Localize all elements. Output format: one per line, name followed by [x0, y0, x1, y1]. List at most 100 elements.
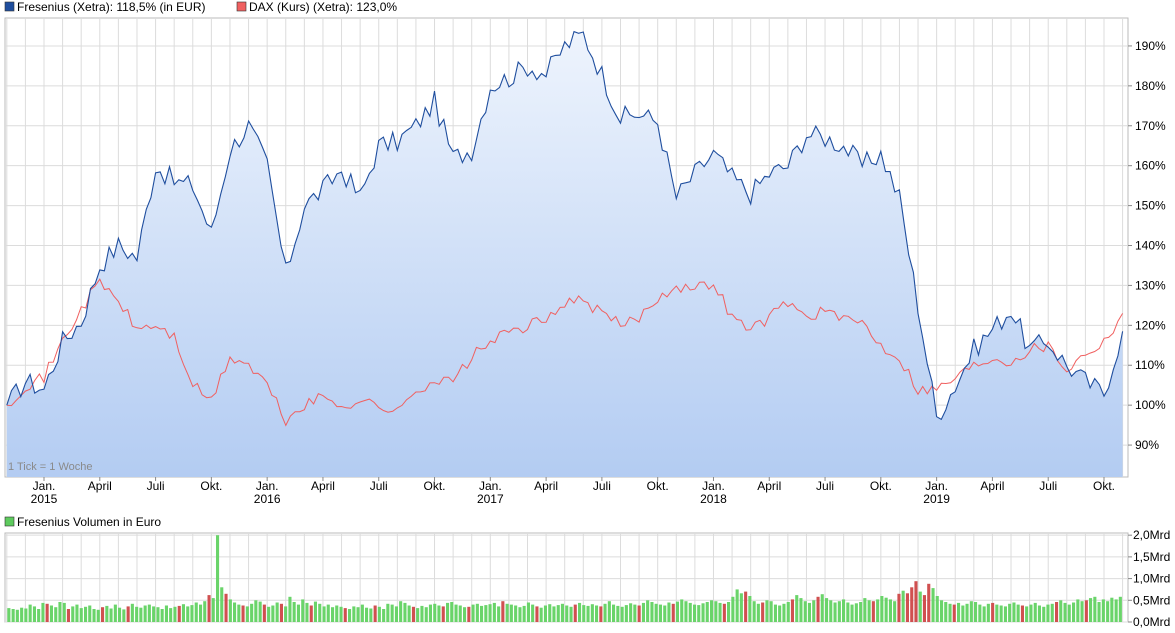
- volume-bar: [275, 602, 279, 622]
- volume-bar: [922, 595, 926, 622]
- volume-bar: [54, 607, 58, 622]
- volume-bar: [318, 603, 322, 622]
- y-tick-label: 120%: [1135, 318, 1166, 332]
- legend-swatch-volume: [4, 516, 15, 527]
- legend-fresenius: Fresenius (Xetra): 118,5% (in EUR): [17, 0, 206, 14]
- volume-bar: [812, 600, 816, 622]
- x-tick-label-month: April: [534, 479, 558, 493]
- volume-bar: [160, 609, 164, 622]
- tick-note: 1 Tick = 1 Woche: [8, 461, 92, 473]
- volume-bar: [309, 605, 313, 622]
- volume-bar: [407, 605, 411, 622]
- volume-bar: [471, 604, 475, 622]
- volume-bar: [84, 606, 88, 622]
- volume-bar: [497, 606, 501, 622]
- volume-bar: [284, 606, 288, 622]
- volume-bar: [399, 601, 403, 622]
- volume-bar: [352, 606, 356, 622]
- volume-bar: [735, 589, 739, 622]
- volume-bar: [820, 594, 824, 622]
- volume-bar: [296, 604, 300, 622]
- volume-bar: [411, 606, 415, 622]
- volume-bars: [7, 535, 1122, 622]
- volume-bar: [701, 603, 705, 622]
- volume-bar: [254, 600, 258, 622]
- fresenius-area: [6, 31, 1123, 477]
- fresenius-line: [6, 30, 1124, 421]
- volume-bar: [105, 605, 109, 622]
- volume-bar: [531, 604, 535, 622]
- legend-volume: Fresenius Volumen in Euro: [17, 515, 161, 529]
- volume-bar: [428, 604, 432, 622]
- volume-bar: [88, 605, 92, 622]
- volume-bar: [684, 601, 688, 622]
- volume-bar: [518, 607, 522, 622]
- volume-bar: [633, 604, 637, 622]
- volume-y-tick-label: 1,0Mrd: [1133, 572, 1170, 586]
- volume-bar: [616, 605, 620, 622]
- volume-bar: [514, 605, 518, 622]
- x-tick-label-month: Okt.: [647, 479, 669, 493]
- volume-bar: [914, 581, 918, 622]
- volume-bar: [569, 606, 573, 622]
- volume-bar: [731, 596, 735, 622]
- volume-bar: [986, 603, 990, 622]
- volume-bar: [1114, 599, 1118, 622]
- volume-bar: [697, 605, 701, 622]
- volume-bar: [403, 602, 407, 622]
- volume-bar: [173, 606, 177, 622]
- volume-bar: [573, 604, 577, 622]
- volume-bar: [650, 602, 654, 622]
- volume-bar: [582, 605, 586, 622]
- x-tick-label-month: Jan.: [33, 479, 56, 493]
- volume-bar: [991, 602, 995, 622]
- y-axis-volume: 0,0Mrd 0,5Mrd 1,0Mrd 1,5Mrd 2,0Mrd: [1128, 528, 1170, 629]
- x-tick-label-month: Okt.: [1093, 479, 1115, 493]
- x-tick-label-year: 2015: [31, 492, 58, 506]
- volume-bar: [795, 595, 799, 622]
- volume-bar: [671, 603, 675, 622]
- volume-bar: [480, 605, 484, 622]
- volume-bar: [216, 535, 220, 622]
- volume-bar: [343, 608, 347, 622]
- y-tick-label: 180%: [1135, 79, 1166, 93]
- volume-bar: [935, 596, 939, 622]
- volume-bar: [961, 605, 965, 622]
- volume-bar: [944, 602, 948, 622]
- volume-bar: [1089, 598, 1093, 622]
- volume-bar: [11, 609, 15, 622]
- volume-bar: [509, 604, 513, 622]
- x-tick-label-month: Juli: [816, 479, 834, 493]
- volume-bar: [377, 606, 381, 622]
- volume-bar: [454, 604, 458, 622]
- volume-bar: [1097, 602, 1101, 622]
- volume-bar: [667, 602, 671, 622]
- volume-bar: [761, 602, 765, 622]
- volume-bar: [279, 603, 283, 622]
- x-tick-label-month: Jan.: [479, 479, 502, 493]
- volume-bar: [620, 606, 624, 622]
- volume-bar: [744, 591, 748, 622]
- volume-bar: [974, 602, 978, 622]
- volume-bar: [348, 609, 352, 622]
- volume-y-tick-label: 0,0Mrd: [1133, 615, 1170, 629]
- volume-bar: [556, 605, 560, 622]
- volume-bar: [45, 603, 49, 622]
- volume-bar: [803, 601, 807, 622]
- x-tick-label-month: Juli: [593, 479, 611, 493]
- volume-bar: [373, 605, 377, 622]
- volume-bar: [237, 604, 241, 622]
- volume-bar: [262, 604, 266, 622]
- volume-bar: [245, 606, 249, 622]
- volume-bar: [578, 602, 582, 622]
- volume-bar: [505, 603, 509, 622]
- volume-bar: [331, 607, 335, 622]
- volume-bar: [475, 603, 479, 622]
- volume-bar: [118, 607, 122, 622]
- volume-bar: [846, 602, 850, 622]
- volume-bar: [1080, 601, 1084, 622]
- volume-bar: [739, 593, 743, 622]
- volume-bar: [1042, 606, 1046, 622]
- volume-bar: [382, 609, 386, 622]
- volume-bar: [948, 603, 952, 622]
